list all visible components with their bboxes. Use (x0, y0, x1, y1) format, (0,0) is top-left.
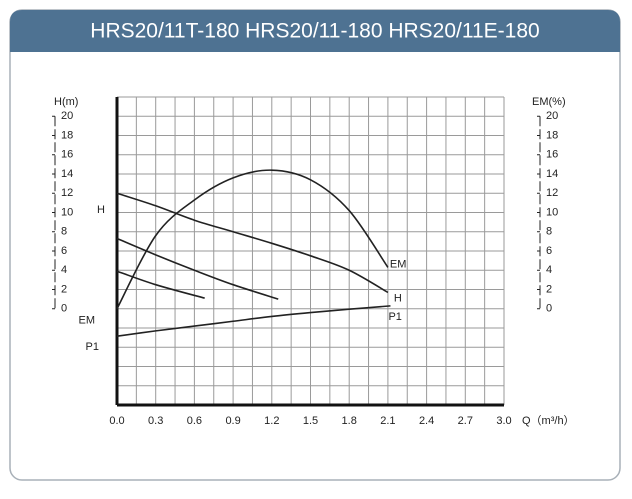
curve (116, 192, 389, 294)
x-axis-label: Q（m³/h） (522, 414, 575, 427)
header-bar (10, 10, 620, 52)
x-tick-label: 0.0 (109, 415, 124, 427)
curve-label: EM (390, 258, 407, 270)
frame (9, 9, 621, 481)
curve (116, 270, 205, 299)
y-tick-label: 12 (61, 187, 73, 199)
curve-label: H (394, 292, 402, 304)
y2-tick-label: 20 (546, 110, 558, 122)
curve (116, 237, 279, 300)
y2-axis-label: EM(%) (532, 96, 566, 108)
y-tick-label: 0 (61, 303, 67, 315)
x-tick-label: 1.8 (342, 415, 357, 427)
y2-tick-label: 8 (546, 226, 552, 238)
y2-tick-label: 2 (546, 283, 552, 295)
curve-label: P1 (388, 311, 401, 323)
y-tick-label: 20 (61, 110, 73, 122)
y2-tick-label: 16 (546, 149, 558, 161)
y2-tick-label: 14 (546, 168, 558, 180)
x-tick-label: 1.5 (303, 415, 318, 427)
x-tick-label: 2.7 (458, 415, 473, 427)
curve-label: H (97, 204, 105, 216)
y-tick-label: 2 (61, 283, 67, 295)
y2-tick-label: 10 (546, 206, 558, 218)
x-tick-label: 1.2 (264, 415, 279, 427)
y-axis-label: H(m) (54, 96, 78, 108)
x-tick-label: 2.4 (419, 415, 434, 427)
x-tick-label: 0.6 (187, 415, 202, 427)
y-tick-label: 18 (61, 129, 73, 141)
x-tick-label: 0.3 (148, 415, 163, 427)
y2-tick-label: 12 (546, 187, 558, 199)
x-tick-label: 0.9 (225, 415, 240, 427)
curve-label: P1 (86, 341, 99, 353)
curve-label: EM (79, 315, 96, 327)
y-tick-label: 6 (61, 245, 67, 257)
y-tick-label: 14 (61, 168, 73, 180)
curve (116, 169, 389, 310)
y-tick-label: 8 (61, 226, 67, 238)
y-tick-label: 4 (61, 264, 67, 276)
y-tick-label: 10 (61, 206, 73, 218)
curve (116, 305, 391, 337)
chart-title: HRS20/11T-180 HRS20/11-180 HRS20/11E-180 (90, 20, 539, 43)
y2-tick-label: 4 (546, 264, 552, 276)
y2-tick-label: 18 (546, 129, 558, 141)
x-tick-label: 3.0 (496, 415, 511, 427)
y-tick-label: 16 (61, 149, 73, 161)
x-tick-label: 2.1 (380, 415, 395, 427)
y2-tick-label: 6 (546, 245, 552, 257)
y2-tick-label: 0 (546, 303, 552, 315)
